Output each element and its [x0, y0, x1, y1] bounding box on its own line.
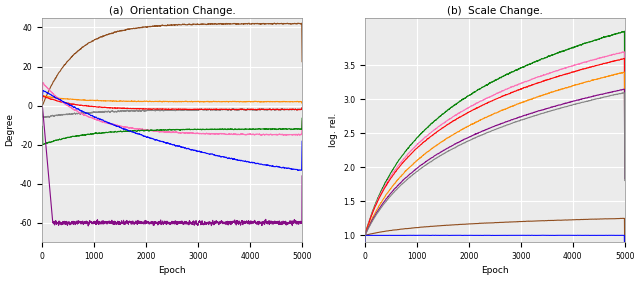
Title: (b)  Scale Change.: (b) Scale Change. — [447, 6, 543, 15]
Y-axis label: Degree: Degree — [6, 114, 15, 146]
X-axis label: Epoch: Epoch — [481, 266, 509, 275]
X-axis label: Epoch: Epoch — [159, 266, 186, 275]
Y-axis label: log. rel.: log. rel. — [328, 113, 337, 147]
Title: (a)  Orientation Change.: (a) Orientation Change. — [109, 6, 236, 15]
